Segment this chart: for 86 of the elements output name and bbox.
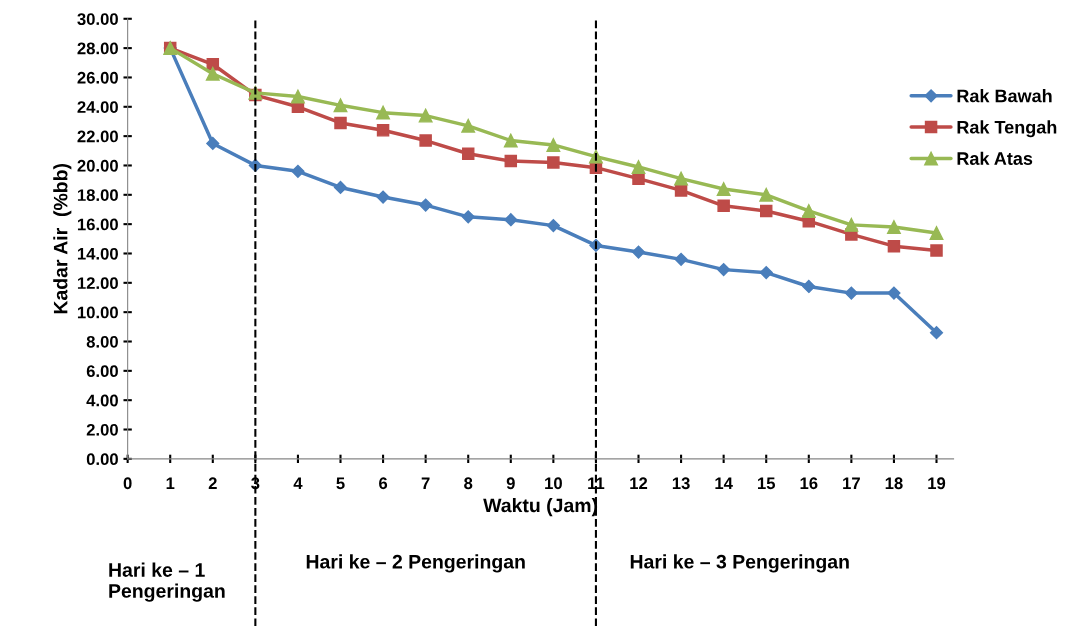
point — [759, 187, 774, 202]
x-tick-label: 14 — [715, 477, 733, 489]
point — [461, 147, 475, 160]
x-tick-label: 5 — [336, 477, 345, 490]
point — [546, 219, 560, 233]
y-tick-label: 8.00 — [86, 335, 118, 348]
point — [759, 204, 773, 218]
point — [334, 116, 347, 130]
point — [674, 252, 688, 266]
y-tick-label: 6.00 — [86, 365, 118, 378]
y-tick-label: 2.00 — [86, 423, 118, 436]
y-tick-label: 26.00 — [77, 71, 118, 84]
x-tick-label: 6 — [379, 477, 388, 490]
x-tick-label: 15 — [758, 477, 776, 490]
point — [376, 190, 390, 204]
x-tick-label: 16 — [800, 477, 818, 490]
point — [503, 133, 518, 148]
y-tick-label: 16.00 — [77, 218, 118, 231]
point — [504, 154, 518, 168]
x-tick-label: 1 — [166, 477, 175, 489]
point — [844, 286, 858, 300]
x-tick-label: 9 — [506, 477, 515, 490]
point — [419, 134, 432, 147]
point — [887, 239, 901, 253]
y-tick-label: 10.00 — [77, 306, 118, 319]
text: Hari ke – 3 Pengeringan — [630, 554, 849, 573]
y-tick-label: 22.00 — [77, 130, 118, 143]
point — [929, 326, 944, 340]
point — [291, 164, 305, 178]
point — [290, 89, 305, 104]
legend-label: Rak Bawah — [957, 89, 1052, 103]
x-tick-label: 10 — [545, 477, 562, 490]
x-tick-label: 8 — [464, 477, 473, 490]
x-tick-label: 19 — [928, 477, 946, 490]
point — [333, 98, 348, 113]
y-tick-label: 14.00 — [77, 247, 118, 260]
point — [461, 210, 475, 224]
point — [930, 244, 943, 257]
legend-label: Rak Atas — [957, 151, 1033, 165]
x-tick-label: 7 — [421, 477, 430, 489]
y-tick-label: 12.00 — [77, 277, 118, 290]
point — [333, 180, 348, 195]
point — [631, 159, 646, 174]
point — [802, 279, 816, 294]
x-tick-label: 0 — [123, 477, 132, 490]
y-tick-label: 4.00 — [86, 394, 118, 407]
y-tick-label: 20.00 — [77, 159, 118, 172]
point — [801, 204, 816, 218]
legend-label: Rak Tengah — [957, 120, 1057, 138]
point — [631, 245, 646, 259]
point — [376, 124, 390, 137]
x-tick-label: 17 — [843, 477, 860, 489]
x-tick-label: 18 — [885, 477, 903, 490]
y-tick-label: 18.00 — [77, 189, 118, 202]
point — [886, 220, 901, 235]
y-axis-title: Kadar Air (%bb) — [53, 163, 72, 314]
point — [376, 105, 391, 120]
point — [419, 198, 433, 212]
point — [546, 137, 561, 152]
y-tick-label: 24.00 — [77, 101, 118, 113]
x-tick-label: 11 — [588, 477, 605, 489]
x-tick-label: 12 — [630, 477, 648, 489]
point — [716, 181, 731, 196]
point — [206, 136, 220, 151]
point — [206, 58, 220, 71]
x-tick-label: 2 — [208, 477, 217, 489]
text: Hari ke – 1 Pengeringan — [109, 562, 225, 602]
x-tick-label: 13 — [672, 477, 690, 490]
y-tick-label: 0.00 — [86, 453, 118, 466]
y-tick-label: 28.00 — [77, 42, 118, 55]
point — [461, 118, 476, 133]
point — [418, 108, 433, 123]
point — [844, 217, 859, 232]
point — [717, 263, 731, 277]
point — [674, 171, 689, 186]
text: Hari ke – 2 Pengeringan — [306, 554, 525, 573]
point — [547, 156, 560, 169]
point — [205, 66, 220, 81]
y-tick-label: 30.00 — [77, 13, 118, 26]
point — [929, 226, 944, 240]
point — [759, 265, 773, 280]
point — [717, 199, 730, 213]
point — [887, 286, 901, 300]
x-tick-label: 4 — [293, 477, 303, 489]
x-axis-title: Waktu (Jam) — [483, 498, 598, 517]
point — [504, 213, 518, 227]
